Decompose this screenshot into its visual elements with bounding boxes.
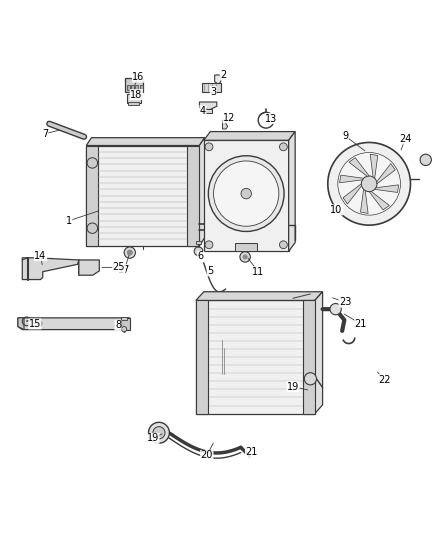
Polygon shape [187, 146, 199, 246]
Circle shape [420, 154, 431, 166]
Circle shape [87, 158, 98, 168]
Polygon shape [196, 301, 315, 414]
Circle shape [214, 161, 279, 226]
Text: 21: 21 [355, 319, 367, 329]
Text: 17: 17 [118, 264, 131, 274]
Polygon shape [204, 140, 289, 251]
Polygon shape [120, 318, 130, 329]
Circle shape [124, 247, 135, 258]
Text: 22: 22 [378, 375, 391, 385]
Polygon shape [370, 154, 378, 178]
Polygon shape [343, 184, 362, 204]
Circle shape [243, 255, 247, 259]
Bar [128, 102, 139, 104]
Text: 19: 19 [287, 382, 299, 392]
Circle shape [328, 142, 410, 225]
Circle shape [208, 156, 284, 231]
Circle shape [87, 223, 98, 233]
Text: 20: 20 [201, 450, 213, 461]
Text: 1: 1 [66, 216, 72, 226]
Polygon shape [360, 189, 368, 213]
Polygon shape [18, 318, 130, 329]
Polygon shape [22, 258, 79, 279]
Circle shape [241, 188, 251, 199]
Circle shape [330, 303, 341, 315]
Polygon shape [303, 301, 315, 414]
Text: 15: 15 [29, 319, 41, 329]
Text: 3: 3 [210, 86, 216, 96]
Polygon shape [196, 301, 208, 414]
Polygon shape [199, 102, 217, 110]
Text: 10: 10 [330, 205, 343, 215]
Text: 8: 8 [115, 320, 121, 330]
Text: 13: 13 [265, 114, 277, 124]
Polygon shape [289, 132, 295, 251]
Polygon shape [339, 175, 364, 183]
Polygon shape [215, 75, 221, 85]
Text: 24: 24 [399, 134, 411, 144]
Circle shape [240, 252, 251, 262]
Circle shape [205, 143, 213, 151]
Circle shape [205, 241, 213, 249]
Text: 2: 2 [220, 70, 226, 80]
Bar [140, 85, 143, 90]
Bar [121, 317, 127, 320]
Polygon shape [86, 146, 99, 246]
Bar [124, 78, 143, 92]
Text: 23: 23 [339, 297, 351, 307]
Text: 9: 9 [342, 131, 348, 141]
Circle shape [121, 327, 127, 332]
Text: 18: 18 [130, 90, 142, 100]
Text: 14: 14 [35, 251, 47, 261]
Polygon shape [315, 292, 322, 414]
Text: 7: 7 [42, 129, 48, 139]
Text: 19: 19 [147, 433, 159, 443]
Polygon shape [377, 164, 395, 184]
Circle shape [35, 320, 42, 327]
Polygon shape [235, 244, 257, 251]
Circle shape [304, 373, 317, 385]
Polygon shape [202, 109, 212, 114]
Polygon shape [79, 260, 99, 275]
Bar [201, 83, 221, 92]
Circle shape [194, 247, 203, 256]
Circle shape [279, 143, 287, 151]
Circle shape [338, 152, 400, 215]
Text: 16: 16 [132, 72, 145, 82]
Text: 5: 5 [207, 266, 213, 276]
Polygon shape [349, 158, 369, 176]
Polygon shape [204, 132, 295, 140]
Polygon shape [196, 292, 322, 301]
Text: 11: 11 [252, 266, 264, 277]
Polygon shape [86, 146, 199, 246]
Bar [131, 85, 134, 90]
Bar [127, 85, 130, 90]
Circle shape [153, 426, 165, 439]
Circle shape [361, 176, 377, 192]
Circle shape [279, 241, 287, 249]
Text: 25: 25 [113, 262, 125, 272]
Text: 6: 6 [198, 252, 204, 262]
Polygon shape [18, 318, 24, 329]
Polygon shape [223, 120, 228, 129]
Bar [127, 94, 141, 103]
Circle shape [127, 250, 132, 255]
Polygon shape [374, 185, 399, 192]
Polygon shape [369, 191, 389, 210]
Polygon shape [199, 138, 205, 246]
Text: 21: 21 [245, 447, 258, 457]
Polygon shape [86, 138, 205, 146]
Bar [135, 85, 138, 90]
Text: 12: 12 [223, 112, 235, 123]
Text: 4: 4 [200, 106, 206, 116]
Circle shape [148, 422, 170, 443]
Bar [196, 241, 201, 244]
